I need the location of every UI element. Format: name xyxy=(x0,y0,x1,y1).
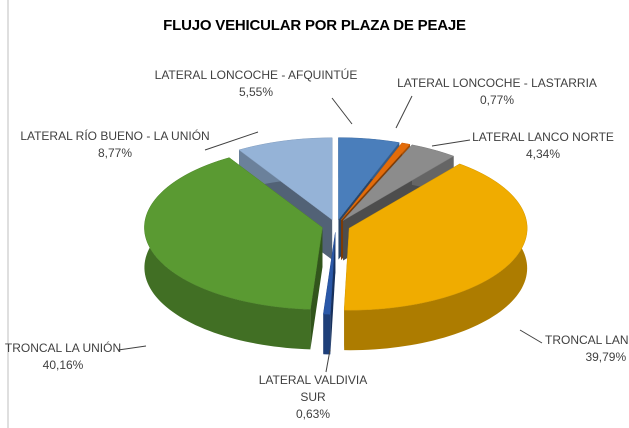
category-label: LATERAL RÍO BUENO - LA UNIÓN xyxy=(20,129,210,143)
slice-label: TRONCAL LANCO 39,79% xyxy=(545,332,629,366)
value-label: 40,16% xyxy=(42,358,84,372)
slice-label: TRONCAL LA UNIÓN 40,16% xyxy=(5,340,121,374)
slice xyxy=(323,232,336,355)
value-label: 5,55% xyxy=(238,85,274,99)
leader-line xyxy=(519,329,543,344)
slice-label: LATERAL LANCO NORTE 4,34% xyxy=(472,129,614,163)
slice xyxy=(338,137,400,221)
slice-label: LATERAL LONCOCHE - AFQUINTÚE 5,55% xyxy=(155,67,358,101)
category-label: LATERAL LONCOCHE - LASTARRIA xyxy=(397,76,597,90)
value-label: 0,63% xyxy=(295,407,331,421)
slice xyxy=(340,142,411,221)
slice xyxy=(144,157,323,310)
leader-line xyxy=(395,95,413,129)
leader-line xyxy=(431,139,471,147)
category-label: LATERAL VALDIVIA SUR xyxy=(258,373,368,404)
category-label: LATERAL LONCOCHE - AFQUINTÚE xyxy=(154,68,358,82)
value-label: 4,34% xyxy=(525,147,561,161)
slice-outer-side xyxy=(323,314,331,355)
slice-label: LATERAL LONCOCHE - LASTARRIA 0,77% xyxy=(397,75,597,109)
slice-label: LATERAL VALDIVIA SUR 0,63% xyxy=(253,372,373,423)
slice xyxy=(144,157,323,350)
leader-line xyxy=(117,345,147,351)
leader-line xyxy=(325,349,331,373)
category-label: TRONCAL LANCO xyxy=(545,333,629,347)
chart-title: FLUJO VEHICULAR POR PLAZA DE PEAJE xyxy=(163,17,466,34)
leader-line xyxy=(204,131,259,151)
slice xyxy=(238,137,333,221)
value-label: 39,79% xyxy=(585,350,627,364)
slice xyxy=(323,232,336,315)
slice-label: LATERAL RÍO BUENO - LA UNIÓN 8,77% xyxy=(20,128,209,162)
category-label: LATERAL LANCO NORTE xyxy=(472,130,614,144)
value-label: 0,77% xyxy=(479,93,515,107)
slice xyxy=(343,163,528,311)
leader-line xyxy=(331,97,353,125)
value-label: 8,77% xyxy=(97,146,133,160)
slice xyxy=(343,163,528,351)
slice xyxy=(342,144,455,221)
category-label: TRONCAL LA UNIÓN xyxy=(4,341,122,355)
